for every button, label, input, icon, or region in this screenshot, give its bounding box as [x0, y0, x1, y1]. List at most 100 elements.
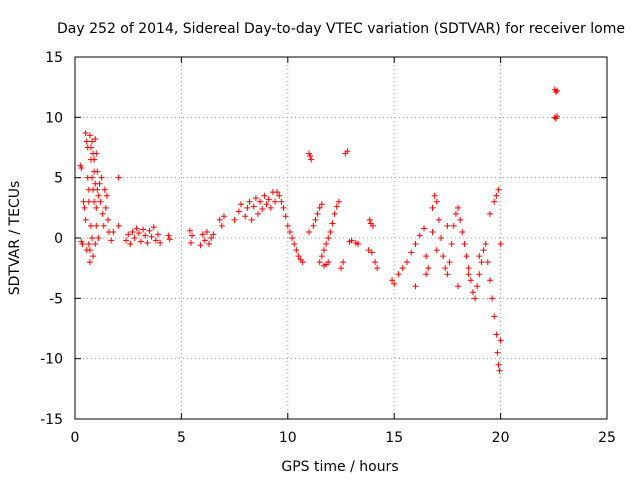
grid-lines — [75, 57, 607, 419]
y-tick-label: 15 — [45, 50, 63, 66]
data-point — [81, 204, 88, 211]
y-axis-label: SDTVAR / TECUs — [7, 181, 23, 296]
data-point — [325, 235, 332, 241]
data-point — [368, 249, 375, 256]
data-point — [335, 198, 342, 205]
data-point — [135, 230, 142, 237]
data-point — [265, 196, 272, 203]
data-point — [85, 198, 92, 205]
data-point — [495, 186, 502, 193]
data-point — [340, 259, 347, 266]
data-point — [494, 349, 501, 356]
data-point — [79, 241, 86, 248]
data-point — [372, 259, 379, 266]
y-tick-label: 0 — [54, 231, 63, 247]
data-point — [431, 192, 438, 199]
data-point — [435, 216, 442, 223]
data-point — [348, 237, 355, 244]
data-point — [157, 239, 164, 246]
data-point — [115, 174, 122, 181]
data-point — [100, 222, 107, 229]
data-point — [423, 271, 430, 278]
data-point — [480, 247, 487, 254]
data-point — [295, 253, 302, 260]
data-point — [218, 222, 225, 229]
data-point — [412, 283, 419, 290]
data-point — [474, 283, 481, 290]
data-point — [210, 231, 217, 238]
data-point — [263, 201, 270, 208]
axis-ticks — [74, 56, 608, 420]
data-point — [93, 150, 100, 157]
data-point — [82, 216, 89, 223]
data-point — [146, 227, 153, 234]
data-point — [465, 271, 472, 278]
data-point — [344, 148, 351, 155]
y-tick-label: -10 — [40, 352, 63, 368]
data-point — [329, 220, 336, 227]
data-point — [91, 198, 98, 205]
data-point — [293, 247, 300, 254]
data-point — [416, 232, 423, 239]
data-point — [197, 242, 204, 249]
data-point — [108, 237, 115, 244]
data-point — [425, 265, 432, 272]
data-point — [90, 253, 97, 260]
data-point — [85, 241, 92, 248]
data-point — [478, 259, 485, 266]
data-point — [235, 208, 242, 215]
data-point — [493, 331, 500, 338]
data-point — [365, 247, 372, 254]
data-point — [374, 265, 381, 272]
data-point — [429, 204, 436, 211]
chart-title: Day 252 of 2014, Sidereal Day-to-day VTE… — [57, 21, 625, 37]
data-point — [125, 231, 132, 238]
data-point — [455, 204, 462, 211]
data-point — [87, 222, 94, 229]
data-point — [231, 216, 238, 223]
data-point — [308, 156, 315, 163]
y-tick-label: 10 — [45, 110, 63, 126]
data-point — [186, 227, 193, 234]
data-point — [338, 265, 344, 272]
data-point — [429, 228, 436, 235]
data-point — [95, 192, 102, 199]
data-point — [97, 198, 104, 205]
data-point — [102, 204, 109, 211]
data-point — [101, 186, 108, 193]
data-point — [291, 241, 298, 248]
data-point — [465, 265, 472, 272]
data-point — [366, 216, 373, 223]
data-point — [444, 271, 451, 278]
data-point — [220, 213, 227, 220]
data-point — [89, 235, 96, 241]
data-point — [497, 337, 504, 344]
x-tick-label: 5 — [177, 430, 186, 446]
data-point — [486, 210, 493, 217]
data-point — [92, 136, 99, 143]
data-point — [369, 222, 376, 229]
data-point — [93, 204, 100, 211]
data-point — [286, 228, 293, 235]
data-point — [98, 174, 105, 181]
data-point — [289, 235, 296, 241]
data-point — [166, 236, 173, 243]
data-point — [123, 237, 130, 244]
data-point — [496, 367, 503, 374]
data-point — [267, 204, 274, 211]
data-point — [327, 228, 334, 235]
data-point — [91, 156, 98, 163]
data-point — [248, 216, 255, 223]
data-point — [420, 225, 427, 232]
data-point — [412, 241, 419, 248]
data-point — [103, 192, 110, 199]
data-point — [95, 235, 102, 241]
y-tick-label: -5 — [49, 291, 63, 307]
data-point — [89, 174, 96, 181]
data-marks — [77, 86, 560, 374]
data-point — [165, 232, 172, 239]
data-point — [442, 265, 449, 272]
data-point — [310, 222, 317, 229]
data-point — [99, 210, 106, 217]
